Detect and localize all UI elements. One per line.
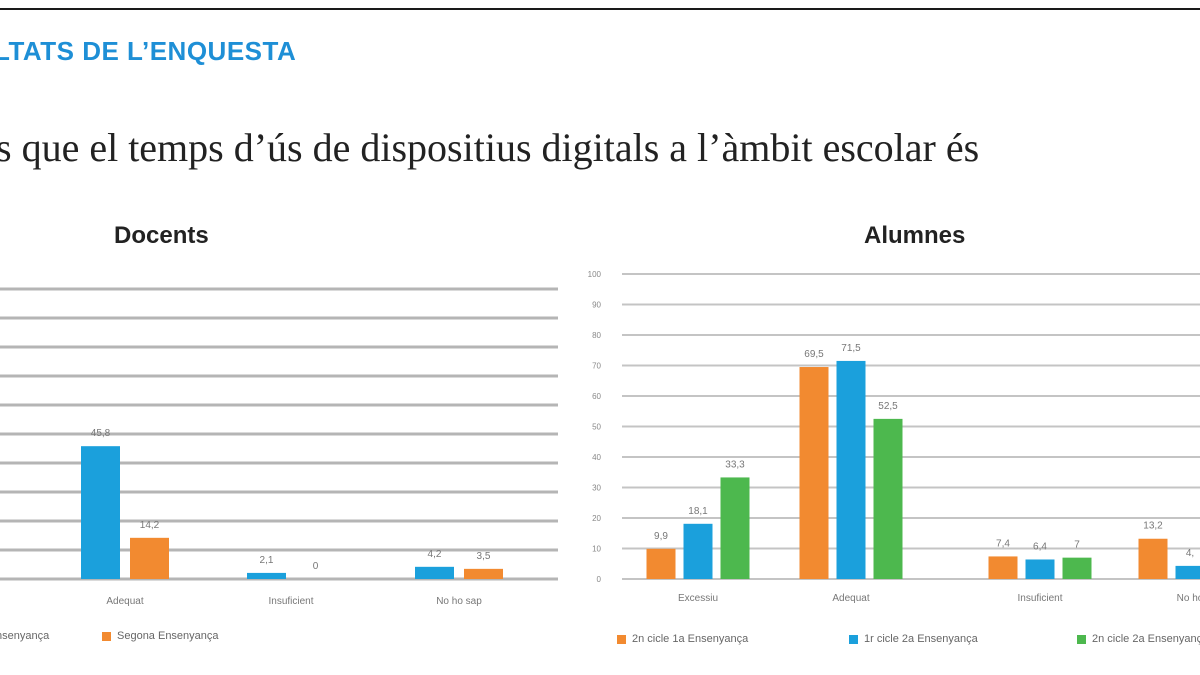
legend-primera-label: nsenyança <box>0 630 50 642</box>
data-label: 7,4 <box>996 538 1010 549</box>
y-tick-label: 70 <box>592 362 601 371</box>
bar-blue <box>247 572 286 579</box>
survey-question: s que el temps d’ús de dispositius digit… <box>0 125 980 170</box>
bar-blue <box>1175 565 1200 579</box>
alumnes-legend-item-1: 2n cicle 1a Ensenyança <box>617 633 748 645</box>
legend-segona-label: Segona Ensenyança <box>117 630 219 642</box>
y-tick-label: 40 <box>592 453 601 462</box>
alumnes-legend-item-2: 1r cicle 2a Ensenyança <box>849 633 978 645</box>
bar-green <box>873 418 903 579</box>
category-label: Insuficient <box>268 596 313 607</box>
bar-blue <box>836 360 866 579</box>
category-label: Insuficient <box>1017 593 1062 604</box>
category-label: No ho <box>1177 593 1200 604</box>
bar-blue <box>81 446 120 579</box>
data-label: 71,5 <box>841 343 861 354</box>
bar-orange <box>988 556 1018 579</box>
y-tick-label: 0 <box>597 575 602 584</box>
category-label: Adequat <box>106 596 143 607</box>
data-label: 9,9 <box>654 531 668 542</box>
bar-orange <box>1138 538 1168 579</box>
data-label: 4,2 <box>428 549 442 560</box>
y-tick-label: 10 <box>592 545 601 554</box>
bar-orange <box>646 548 676 579</box>
top-rule <box>0 8 1200 10</box>
data-label: 3,5 <box>477 551 491 562</box>
category-label: Adequat <box>832 593 869 604</box>
data-label: 7 <box>1074 540 1080 551</box>
data-label: 14,2 <box>140 520 160 531</box>
data-label: 45,8 <box>91 428 111 439</box>
alumnes-legend-item-3: 2n cicle 2a Ensenyança <box>1077 633 1200 645</box>
alumnes-chart-title: Alumnes <box>864 222 966 249</box>
category-label: Excessiu <box>678 593 718 604</box>
data-label: 4, <box>1186 548 1194 559</box>
bar-green <box>720 477 750 579</box>
y-tick-label: 80 <box>592 331 601 340</box>
data-label: 0 <box>313 561 319 572</box>
bar-orange <box>464 568 503 579</box>
bar-green <box>1062 557 1092 579</box>
bar-blue <box>683 523 713 579</box>
data-label: 2,1 <box>260 555 274 566</box>
data-label: 52,5 <box>878 401 898 412</box>
legend-series-3-label: 2n cicle 2a Ensenyança <box>1092 633 1200 645</box>
y-tick-label: 100 <box>588 270 602 279</box>
docents-legend-item-segona: Segona Ensenyança <box>102 630 219 642</box>
bar-orange <box>130 537 169 579</box>
y-tick-label: 50 <box>592 423 601 432</box>
data-label: 69,5 <box>804 349 824 360</box>
bar-blue <box>415 566 454 579</box>
bar-blue <box>1025 559 1055 579</box>
y-tick-label: 20 <box>592 514 601 523</box>
data-label: 13,2 <box>1143 521 1163 532</box>
legend-swatch-orange <box>102 631 111 641</box>
docents-legend-item-primera: nsenyança <box>0 630 49 642</box>
legend-swatch-orange <box>617 634 626 644</box>
y-tick-label: 90 <box>592 301 601 310</box>
legend-swatch-green <box>1077 634 1086 644</box>
y-tick-label: 30 <box>592 484 601 493</box>
data-label: 6,4 <box>1033 541 1047 552</box>
legend-series-1-label: 2n cicle 1a Ensenyança <box>632 633 749 645</box>
data-label: 18,1 <box>688 506 708 517</box>
docents-chart-title: Docents <box>114 222 209 249</box>
legend-swatch-blue <box>849 634 858 644</box>
y-tick-label: 60 <box>592 392 601 401</box>
bar-orange <box>799 367 829 579</box>
category-label: No ho sap <box>436 596 482 607</box>
legend-series-2-label: 1r cicle 2a Ensenyança <box>864 633 978 645</box>
section-header: LTATS DE L’ENQUESTA <box>0 36 297 66</box>
data-label: 33,3 <box>725 459 745 470</box>
